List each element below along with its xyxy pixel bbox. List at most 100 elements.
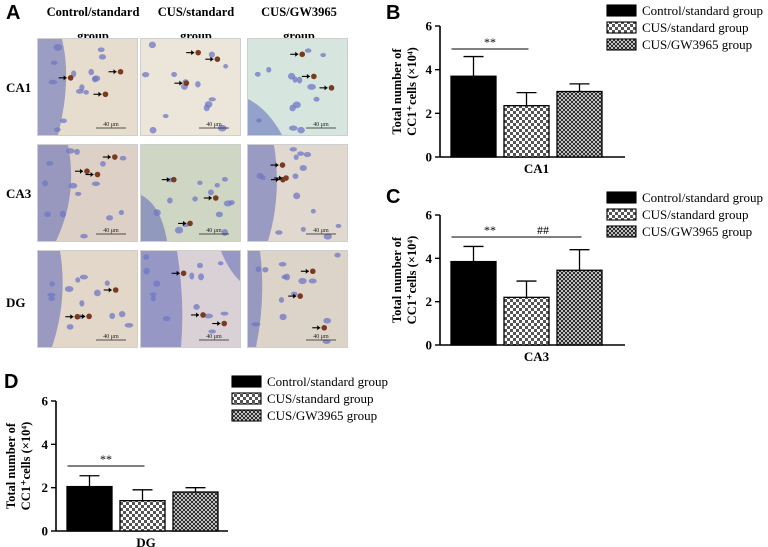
micrograph-nucleus: [320, 53, 326, 58]
row-label-ca1: CA1: [6, 80, 32, 95]
micrograph-nucleus: [278, 261, 287, 267]
micrograph-nucleus: [297, 151, 305, 156]
micrograph-positive-cell: [221, 320, 228, 327]
micrograph-nucleus: [281, 274, 288, 280]
significance-label: **: [484, 223, 496, 237]
micrograph-nucleus: [47, 292, 56, 298]
y-axis-label-line1: Total number of: [390, 236, 404, 323]
micrograph-nucleus: [293, 154, 299, 160]
micrograph-positive-cell: [171, 176, 177, 183]
micrograph-nucleus: [124, 322, 134, 328]
legend-label-1: Control/standard group: [642, 3, 763, 18]
arrowhead-icon: [176, 270, 180, 276]
micrograph-nucleus: [208, 97, 216, 102]
arrowhead-icon: [183, 220, 187, 226]
significance-label: ##: [537, 223, 549, 237]
micrograph-nucleus: [255, 266, 262, 273]
scale-bar-label: 40 μm: [313, 228, 329, 234]
legend-swatch-3: [231, 409, 262, 422]
micrograph-nucleus: [162, 114, 169, 119]
arrowhead-icon: [108, 287, 112, 293]
significance-label: **: [100, 452, 112, 466]
micrograph-nucleus: [266, 66, 272, 73]
micrograph-nucleus: [310, 208, 316, 214]
micrograph-background: [141, 39, 240, 135]
y-axis-label-line2: CC1⁺cells (×10⁴): [405, 236, 419, 325]
micrograph-nucleus: [53, 43, 63, 51]
micrograph-nucleus: [59, 210, 67, 218]
micrograph-positive-cell: [67, 75, 74, 81]
arrowhead-icon: [179, 80, 183, 86]
scale-bar-label: 40 μm: [313, 122, 329, 128]
row-label-dg: DG: [6, 295, 26, 310]
chart-b: Total number ofCC1⁺cells (×10⁴) 0 2 4 6 CA1 **…: [390, 3, 763, 176]
micrograph-nucleus: [141, 71, 150, 78]
micrograph-nucleus: [97, 47, 105, 53]
micrograph-nucleus: [49, 281, 55, 287]
micrograph-nucleus: [304, 48, 312, 53]
micrograph-nucleus: [296, 76, 303, 84]
micrograph-nucleus: [260, 175, 266, 181]
micrograph-nucleus: [74, 148, 80, 155]
arrowhead-icon: [82, 313, 86, 319]
legend-swatch-3: [606, 38, 637, 51]
micrograph-nucleus: [217, 261, 224, 266]
legend-swatch-3: [606, 225, 637, 238]
micrograph-positive-cell: [311, 73, 317, 80]
y-axis-label-line2: CC1⁺cells (×10⁴): [405, 47, 419, 136]
micrograph-nucleus: [75, 277, 81, 283]
scale-bar-label: 40 μm: [103, 122, 119, 128]
legend-label-1: Control/standard group: [642, 190, 763, 205]
micrograph-nucleus: [220, 311, 229, 316]
micrograph-nucleus: [75, 89, 84, 94]
micrograph-nucleus: [91, 181, 101, 187]
y-tick-label: 2: [42, 480, 49, 495]
bar-1: [450, 260, 497, 346]
micrograph-nucleus: [143, 254, 150, 260]
micrograph-nucleus: [275, 230, 283, 235]
micrograph-nucleus: [262, 266, 269, 273]
micrograph-nucleus: [88, 68, 95, 76]
micrograph-nucleus: [208, 329, 216, 334]
micrograph-nucleus: [208, 51, 215, 58]
legend-label-3: CUS/GW3965 group: [642, 224, 752, 239]
micrograph-cell-band: [248, 99, 282, 135]
micrograph-nucleus: [118, 209, 125, 216]
row-label-ca3: CA3: [6, 186, 32, 201]
legend-label-3: CUS/GW3965 group: [267, 408, 377, 423]
micrograph-nucleus: [79, 300, 85, 307]
micrograph-positive-cell: [112, 154, 118, 160]
x-axis-label: CA3: [524, 349, 550, 364]
micrograph-nucleus: [292, 173, 299, 179]
micrograph-nucleus: [80, 233, 88, 239]
micrograph-positive-cell: [84, 168, 90, 175]
micrograph-ca3-col3: 40 μm: [247, 144, 348, 242]
micrograph-positive-cell: [283, 175, 289, 181]
micrograph-positive-cell: [297, 293, 304, 299]
arrowhead-icon: [70, 314, 74, 320]
micrograph-nucleus: [106, 215, 114, 221]
micrograph-nucleus: [254, 71, 261, 77]
micrograph-nucleus: [293, 192, 301, 200]
scale-bar-label: 40 μm: [313, 334, 329, 340]
micrograph-positive-cell: [195, 49, 201, 56]
micrograph-positive-cell: [299, 51, 306, 58]
legend-label-2: CUS/standard group: [267, 391, 374, 406]
legend-swatch-2: [606, 21, 637, 34]
micrograph-dg-col1: 40 μm: [37, 250, 138, 348]
micrograph-ca1-col2: 40 μm: [140, 38, 241, 136]
micrograph-dg-col3: 40 μm: [247, 250, 348, 348]
micrograph-nucleus: [153, 209, 161, 217]
micrograph-nucleus: [221, 176, 228, 182]
micrograph-nucleus: [153, 280, 161, 287]
micrograph-nucleus: [292, 101, 301, 109]
micrograph-ca1-col1: 40 μm: [37, 38, 138, 136]
micrograph-ca3-col2: 40 μm: [140, 144, 241, 242]
column-header-cus-name: CUS/standard: [157, 5, 235, 19]
arrowhead-icon: [306, 73, 310, 79]
scale-bar-label: 40 μm: [206, 122, 222, 128]
micrograph-nucleus: [98, 54, 107, 60]
arrowhead-icon: [293, 293, 297, 299]
micrograph-nucleus: [323, 233, 332, 240]
micrograph-nucleus: [100, 161, 106, 167]
